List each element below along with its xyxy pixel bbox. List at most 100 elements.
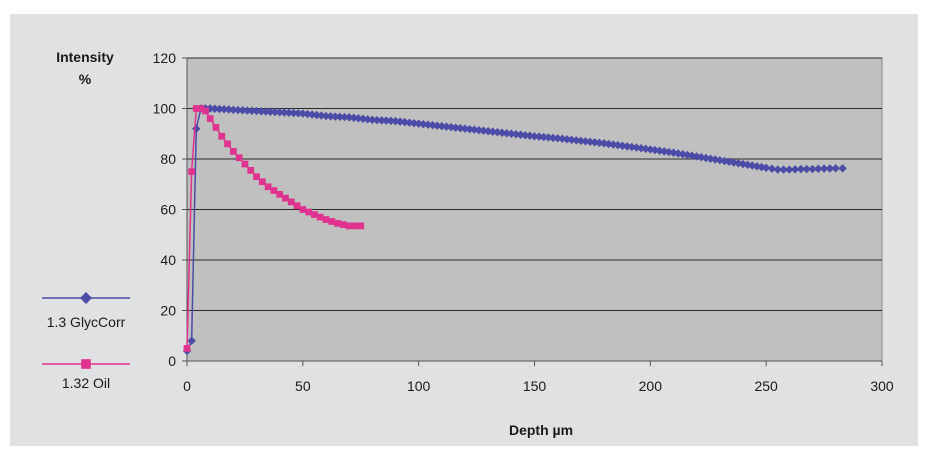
data-point bbox=[247, 167, 255, 174]
y-axis: 0 20 40 60 80 100 120 bbox=[153, 50, 188, 369]
data-point bbox=[264, 183, 272, 191]
data-point bbox=[266, 107, 275, 116]
data-point bbox=[289, 108, 298, 118]
data-point bbox=[773, 165, 782, 174]
data-point bbox=[224, 140, 231, 148]
data-point bbox=[328, 218, 336, 225]
data-point bbox=[340, 112, 349, 122]
data-point bbox=[183, 345, 191, 352]
data-point bbox=[326, 112, 335, 121]
data-point bbox=[641, 144, 650, 153]
data-point bbox=[219, 105, 229, 114]
data-point bbox=[334, 220, 341, 227]
data-point bbox=[275, 108, 284, 117]
data-point bbox=[419, 119, 428, 129]
data-point bbox=[321, 111, 331, 121]
data-point bbox=[299, 206, 307, 213]
data-point bbox=[386, 116, 396, 126]
data-point bbox=[335, 112, 345, 122]
data-point bbox=[767, 164, 777, 173]
y-tick-label: 80 bbox=[160, 151, 176, 167]
data-point bbox=[779, 165, 788, 174]
x-tick-label: 0 bbox=[183, 378, 191, 394]
x-tick-label: 150 bbox=[523, 378, 547, 394]
line-chart: 0 20 40 60 80 100 120 0 50 100 150 200 250 300 Inten… bbox=[42, 49, 894, 438]
data-point bbox=[210, 104, 219, 113]
x-tick-label: 50 bbox=[295, 378, 311, 394]
x-axis-title: Depth µm bbox=[509, 422, 573, 438]
y-tick-label: 120 bbox=[153, 50, 177, 66]
data-point bbox=[311, 211, 318, 218]
data-point bbox=[305, 208, 312, 216]
data-point bbox=[372, 115, 382, 125]
data-point bbox=[187, 336, 196, 345]
data-point bbox=[409, 118, 419, 128]
data-point bbox=[483, 127, 493, 136]
data-point bbox=[293, 202, 301, 210]
data-point bbox=[715, 156, 725, 165]
data-point bbox=[627, 142, 636, 152]
data-point bbox=[294, 109, 303, 118]
data-point bbox=[831, 164, 840, 173]
y-tick-label: 60 bbox=[160, 202, 176, 218]
data-point bbox=[525, 131, 535, 140]
data-point bbox=[229, 105, 238, 114]
data-point bbox=[516, 130, 525, 139]
x-tick-label: 100 bbox=[407, 378, 431, 394]
data-point bbox=[241, 160, 249, 168]
legend: 1.3 GlycCorr 1.32 Oil bbox=[42, 292, 130, 391]
x-axis: 0 50 100 150 200 250 300 bbox=[183, 360, 894, 394]
data-point bbox=[539, 132, 548, 142]
y-axis-title-line2: % bbox=[79, 71, 92, 87]
legend-label: 1.3 GlycCorr bbox=[47, 314, 126, 330]
data-point bbox=[678, 150, 687, 159]
y-tick-label: 100 bbox=[153, 101, 177, 117]
data-point bbox=[357, 222, 365, 230]
data-point bbox=[711, 155, 720, 164]
data-point bbox=[261, 107, 270, 116]
data-point bbox=[748, 161, 757, 170]
data-point bbox=[819, 164, 829, 173]
data-point bbox=[351, 222, 359, 230]
data-point bbox=[284, 108, 294, 117]
data-point bbox=[474, 126, 484, 135]
data-point bbox=[258, 178, 266, 186]
data-point bbox=[235, 154, 243, 162]
legend-label: 1.32 Oil bbox=[62, 375, 110, 391]
legend-marker bbox=[80, 292, 92, 304]
data-point bbox=[729, 158, 738, 167]
data-point bbox=[192, 124, 201, 133]
data-point bbox=[724, 157, 734, 166]
data-point bbox=[761, 163, 771, 173]
data-point bbox=[534, 132, 544, 141]
data-point bbox=[576, 136, 586, 146]
data-point bbox=[238, 106, 247, 115]
y-tick-label: 20 bbox=[160, 303, 176, 319]
data-point bbox=[282, 194, 289, 202]
data-point bbox=[287, 198, 295, 206]
data-point bbox=[188, 168, 195, 175]
data-point bbox=[224, 105, 233, 114]
y-tick-label: 0 bbox=[168, 353, 176, 369]
data-point bbox=[243, 106, 252, 115]
data-point bbox=[331, 112, 340, 121]
data-point bbox=[206, 115, 214, 122]
data-point bbox=[349, 113, 358, 123]
data-point bbox=[825, 164, 835, 173]
data-point bbox=[664, 147, 674, 157]
data-point bbox=[796, 164, 806, 174]
data-point bbox=[470, 125, 479, 134]
data-point bbox=[572, 136, 581, 145]
data-point bbox=[646, 145, 655, 154]
data-point bbox=[558, 134, 567, 143]
data-point bbox=[368, 115, 377, 125]
legend-item-0: 1.3 GlycCorr bbox=[42, 292, 130, 330]
data-point bbox=[247, 106, 257, 115]
data-point bbox=[382, 116, 391, 125]
data-point bbox=[622, 142, 632, 151]
data-point bbox=[838, 164, 847, 173]
chart-container: 0 20 40 60 80 100 120 0 50 100 150 200 250 300 Inten… bbox=[10, 14, 918, 446]
series-1 bbox=[183, 105, 365, 352]
data-point bbox=[212, 124, 220, 131]
data-point bbox=[340, 221, 347, 229]
